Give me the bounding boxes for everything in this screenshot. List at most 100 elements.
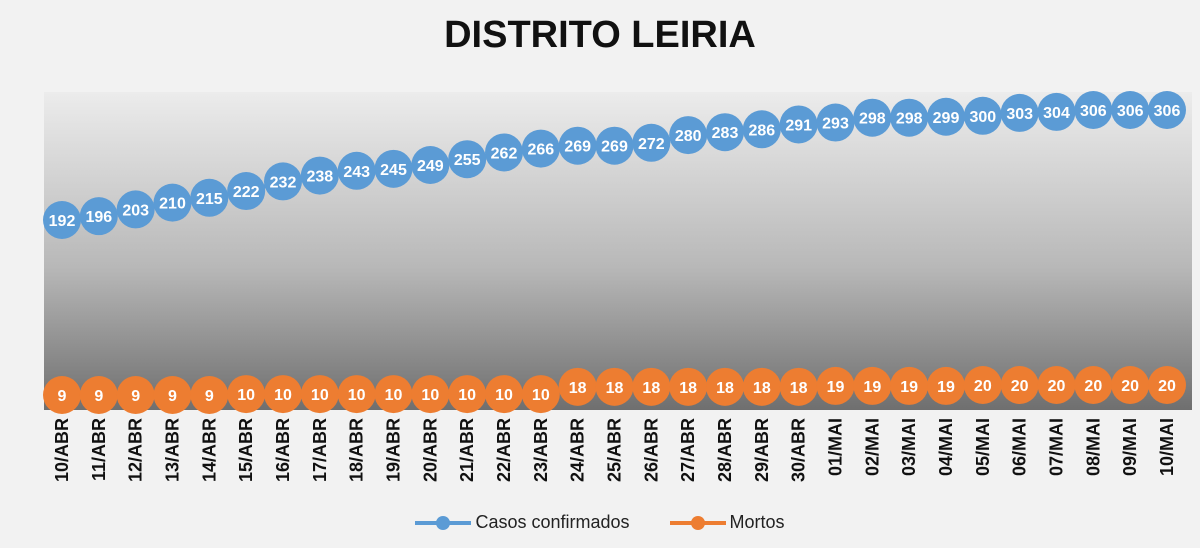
data-label-mortos: 20	[974, 378, 992, 395]
legend-label-mortos: Mortos	[729, 512, 785, 532]
data-label-mortos: 10	[421, 387, 439, 404]
x-tick-label: 16/ABR	[273, 418, 293, 482]
data-point-casos	[1111, 91, 1150, 129]
x-tick-label: 23/ABR	[531, 418, 551, 482]
data-point-mortos	[742, 367, 781, 406]
data-label-casos: 283	[712, 125, 739, 142]
data-point-casos	[1148, 91, 1186, 129]
legend: Casos confirmados Mortos	[0, 512, 1200, 533]
x-tick-label: 01/MAI	[826, 418, 846, 476]
data-label-casos: 249	[417, 158, 444, 175]
data-label-mortos: 10	[495, 387, 513, 404]
data-point-mortos	[632, 367, 671, 406]
data-point-casos	[1037, 92, 1076, 131]
data-point-mortos	[1148, 366, 1186, 404]
x-tick-label: 17/ABR	[310, 418, 330, 482]
data-point-mortos	[558, 367, 597, 406]
x-tick-label: 13/ABR	[163, 418, 183, 482]
data-label-mortos: 19	[900, 379, 918, 396]
data-point-casos	[1000, 93, 1039, 132]
data-point-mortos	[448, 375, 487, 414]
data-label-casos: 299	[933, 110, 960, 127]
data-label-casos: 269	[564, 139, 591, 156]
data-point-casos	[558, 126, 597, 165]
data-point-mortos	[79, 376, 118, 414]
data-point-mortos	[116, 376, 155, 414]
data-point-casos	[963, 96, 1002, 135]
data-point-casos	[595, 126, 634, 165]
data-label-casos: 298	[896, 111, 923, 128]
data-point-casos	[79, 197, 118, 236]
data-label-mortos: 18	[569, 380, 587, 397]
x-tick-label: 10/MAI	[1157, 418, 1177, 476]
data-label-mortos: 10	[348, 387, 366, 404]
data-point-casos	[669, 116, 708, 155]
data-point-casos	[411, 146, 450, 184]
data-point-mortos	[485, 375, 523, 414]
data-label-mortos: 9	[58, 388, 67, 405]
data-label-mortos: 9	[94, 388, 103, 405]
data-point-mortos	[927, 366, 965, 405]
data-point-casos	[448, 140, 487, 179]
data-label-casos: 306	[1117, 103, 1144, 120]
data-point-mortos	[669, 367, 708, 406]
data-label-casos: 232	[270, 174, 297, 191]
x-tick-label: 03/MAI	[899, 418, 919, 476]
data-point-mortos	[1000, 366, 1039, 404]
data-label-casos: 266	[527, 142, 554, 159]
data-point-casos	[521, 129, 560, 168]
data-point-casos	[190, 178, 229, 217]
x-tick-label: 15/ABR	[236, 418, 256, 482]
data-label-mortos: 9	[205, 388, 214, 405]
data-point-mortos	[43, 376, 81, 414]
data-point-mortos	[816, 366, 855, 405]
data-point-casos	[374, 149, 413, 188]
data-label-casos: 222	[233, 184, 260, 201]
x-tick-label: 24/ABR	[568, 418, 588, 482]
data-label-mortos: 19	[827, 379, 845, 396]
x-tick-label: 04/MAI	[936, 418, 956, 476]
legend-label-casos: Casos confirmados	[475, 512, 630, 532]
data-point-casos	[927, 97, 965, 136]
data-point-casos	[43, 201, 81, 239]
data-point-casos	[706, 113, 744, 152]
data-point-casos	[227, 172, 266, 211]
data-label-casos: 298	[859, 111, 886, 128]
data-point-casos	[816, 103, 855, 142]
data-label-mortos: 9	[131, 388, 140, 405]
data-label-casos: 306	[1080, 103, 1107, 120]
data-point-casos	[1074, 91, 1113, 129]
x-tick-label: 10/ABR	[52, 418, 72, 482]
legend-swatch-mortos	[669, 515, 726, 530]
x-tick-label: 07/MAI	[1047, 418, 1067, 476]
data-label-mortos: 20	[1084, 378, 1102, 395]
data-point-mortos	[1111, 366, 1150, 404]
x-tick-label: 20/ABR	[420, 418, 440, 482]
x-tick-label: 22/ABR	[494, 418, 514, 482]
data-label-casos: 192	[49, 213, 76, 230]
data-point-mortos	[153, 376, 192, 414]
data-label-mortos: 9	[168, 388, 177, 405]
data-label-mortos: 18	[606, 380, 624, 397]
x-tick-label: 30/ABR	[789, 418, 809, 482]
data-label-mortos: 20	[1158, 378, 1176, 395]
data-point-mortos	[190, 376, 229, 414]
data-label-casos: 286	[748, 122, 775, 139]
data-label-casos: 215	[196, 191, 223, 208]
data-point-casos	[153, 183, 192, 222]
data-point-mortos	[374, 375, 413, 414]
data-label-mortos: 10	[532, 387, 550, 404]
data-point-casos	[890, 98, 929, 137]
data-point-mortos	[227, 375, 266, 414]
legend-swatch-casos	[415, 515, 472, 530]
data-point-mortos	[411, 375, 450, 414]
legend-item-mortos: Mortos	[669, 512, 785, 533]
x-tick-label: 26/ABR	[641, 418, 661, 482]
data-label-casos: 306	[1154, 103, 1181, 120]
data-label-mortos: 18	[642, 380, 660, 397]
x-tick-label: 28/ABR	[715, 418, 735, 482]
data-label-casos: 300	[969, 109, 996, 126]
x-tick-label: 21/ABR	[457, 418, 477, 482]
x-tick-label: 12/ABR	[126, 418, 146, 482]
data-label-casos: 243	[343, 164, 370, 181]
